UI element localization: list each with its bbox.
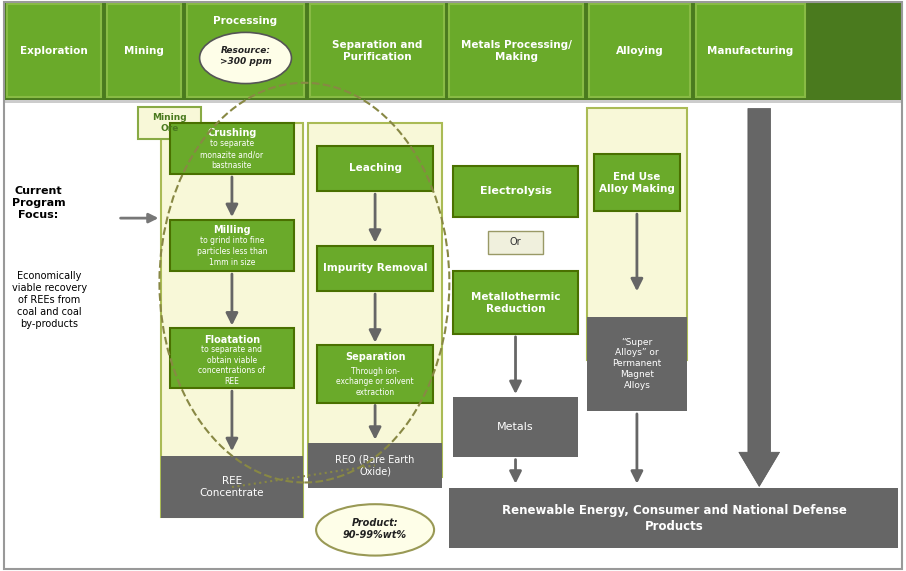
Text: to separate and
obtain viable
concentrations of
REE: to separate and obtain viable concentrat… <box>198 345 265 386</box>
Text: Leaching: Leaching <box>349 163 401 174</box>
Bar <box>453 166 578 217</box>
Text: Metals Processing/
Making: Metals Processing/ Making <box>461 39 572 62</box>
Bar <box>7 4 101 97</box>
Bar <box>310 4 444 97</box>
Text: Electrolysis: Electrolysis <box>479 186 552 196</box>
Text: REE
Concentrate: REE Concentrate <box>199 476 265 498</box>
Bar <box>589 4 690 97</box>
Text: Current
Program
Focus:: Current Program Focus: <box>12 186 65 220</box>
Text: End Use
Alloy Making: End Use Alloy Making <box>599 172 675 194</box>
Bar <box>317 246 433 291</box>
Bar <box>161 123 303 517</box>
Text: Impurity Removal: Impurity Removal <box>323 263 428 274</box>
Bar <box>317 146 433 191</box>
Bar <box>587 317 687 411</box>
Text: Mining
Ore: Mining Ore <box>152 114 187 133</box>
Text: Economically
viable recovery
of REEs from
coal and coal
by-products: Economically viable recovery of REEs fro… <box>12 271 87 329</box>
Text: Or: Or <box>510 237 521 247</box>
Text: Resource:
>300 ppm: Resource: >300 ppm <box>219 46 272 66</box>
Ellipse shape <box>199 33 292 83</box>
Bar <box>170 220 294 271</box>
Bar <box>187 4 304 97</box>
Text: Product:
90-99%wt%: Product: 90-99%wt% <box>343 518 407 540</box>
Text: Exploration: Exploration <box>21 46 88 55</box>
Text: Mining: Mining <box>124 46 164 55</box>
Text: Metals: Metals <box>497 422 534 432</box>
Bar <box>4 2 902 102</box>
Text: Processing: Processing <box>214 16 277 26</box>
Text: to grind into fine
particles less than
1mm in size: to grind into fine particles less than 1… <box>197 236 267 267</box>
Bar <box>317 345 433 403</box>
Bar <box>587 108 687 360</box>
Bar <box>308 123 442 477</box>
Bar <box>138 107 201 139</box>
Text: Separation: Separation <box>345 352 405 362</box>
Bar <box>4 100 902 103</box>
Bar <box>453 397 578 457</box>
Text: Through ion-
exchange or solvent
extraction: Through ion- exchange or solvent extract… <box>336 367 414 397</box>
Bar <box>161 456 303 518</box>
Bar <box>308 443 442 488</box>
Bar <box>594 154 680 211</box>
Bar <box>4 103 902 569</box>
Text: Metallothermic
Reduction: Metallothermic Reduction <box>471 292 560 313</box>
Polygon shape <box>739 108 779 486</box>
Text: Manufacturing: Manufacturing <box>707 46 794 55</box>
Ellipse shape <box>316 504 434 556</box>
Bar <box>107 4 181 97</box>
Text: Crushing: Crushing <box>207 128 256 138</box>
Bar <box>453 271 578 334</box>
Bar <box>170 328 294 388</box>
Text: “Super
Alloys” or
Permanent
Magnet
Alloys: “Super Alloys” or Permanent Magnet Alloy… <box>612 337 661 390</box>
Text: Floatation: Floatation <box>204 335 260 345</box>
Text: Milling: Milling <box>213 225 251 235</box>
Text: Renewable Energy, Consumer and National Defense
Products: Renewable Energy, Consumer and National … <box>502 504 846 533</box>
Text: Separation and
Purification: Separation and Purification <box>332 39 422 62</box>
Text: Alloying: Alloying <box>616 46 663 55</box>
Bar <box>449 4 583 97</box>
Text: REO (Rare Earth
Oxide): REO (Rare Earth Oxide) <box>335 455 415 476</box>
Bar <box>696 4 805 97</box>
Text: to separate
monazite and/or
bastnasite: to separate monazite and/or bastnasite <box>200 139 264 170</box>
Bar <box>170 123 294 174</box>
Bar <box>449 488 898 548</box>
Bar <box>488 231 543 254</box>
